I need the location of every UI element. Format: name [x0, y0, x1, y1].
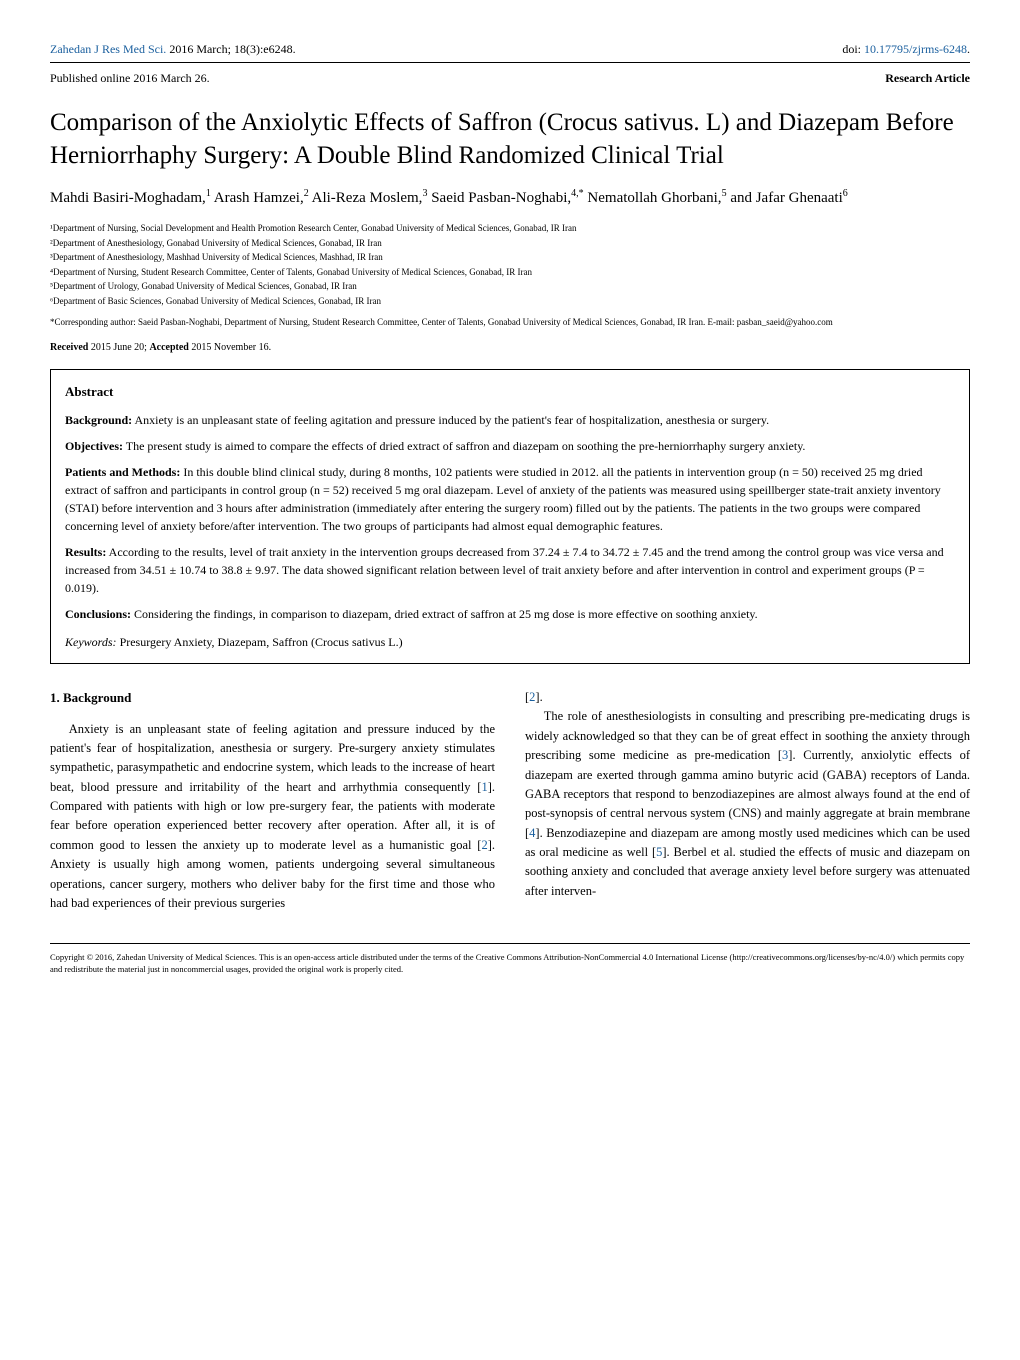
section-1-para-1: Anxiety is an unpleasant state of feelin… — [50, 720, 495, 914]
abstract-background: Background: Anxiety is an unpleasant sta… — [65, 411, 955, 429]
author-6-sup: 6 — [843, 188, 848, 199]
affiliation-4: ⁴Department of Nursing, Student Research… — [50, 266, 970, 280]
article-title: Comparison of the Anxiolytic Effects of … — [50, 107, 970, 172]
keywords-label: Keywords: — [65, 635, 117, 649]
methods-label: Patients and Methods: — [65, 465, 180, 479]
header-row: Zahedan J Res Med Sci. 2016 March; 18(3)… — [50, 40, 970, 58]
doi-container: doi: 10.17795/zjrms-6248. — [842, 40, 970, 58]
conclusions-text: Considering the findings, in comparison … — [131, 607, 758, 621]
keywords: Keywords: Presurgery Anxiety, Diazepam, … — [65, 633, 955, 651]
journal-name: Zahedan J Res Med Sci. — [50, 42, 166, 56]
right-column: [2]. The role of anesthesiologists in co… — [525, 688, 970, 913]
objectives-label: Objectives: — [65, 439, 123, 453]
keywords-text: Presurgery Anxiety, Diazepam, Saffron (C… — [117, 635, 403, 649]
affiliation-5: ⁵Department of Urology, Gonabad Universi… — [50, 280, 970, 294]
section-1-heading: 1. Background — [50, 688, 495, 708]
dates: Received 2015 June 20; Accepted 2015 Nov… — [50, 340, 970, 355]
author-4: Saeid Pasban-Noghabi, — [427, 190, 571, 206]
affiliation-1: ¹Department of Nursing, Social Developme… — [50, 222, 970, 236]
s1p1a: Anxiety is an unpleasant state of feelin… — [50, 722, 495, 794]
section-1-col2-p2: The role of anesthesiologists in consult… — [525, 707, 970, 901]
left-column: 1. Background Anxiety is an unpleasant s… — [50, 688, 495, 913]
author-2: Arash Hamzei, — [211, 190, 304, 206]
corresponding-author: *Corresponding author: Saeid Pasban-Nogh… — [50, 316, 970, 330]
authors-list: Mahdi Basiri-Moghadam,1 Arash Hamzei,2 A… — [50, 186, 970, 210]
background-text: Anxiety is an unpleasant state of feelin… — [132, 413, 769, 427]
doi-label: doi: — [842, 42, 864, 56]
received-label: Received — [50, 342, 88, 353]
abstract-results: Results: According to the results, level… — [65, 543, 955, 597]
accepted-label: Accepted — [149, 342, 188, 353]
doi-link[interactable]: 10.17795/zjrms-6248 — [864, 42, 967, 56]
affiliations: ¹Department of Nursing, Social Developme… — [50, 222, 970, 308]
methods-text: In this double blind clinical study, dur… — [65, 465, 941, 533]
abstract-objectives: Objectives: The present study is aimed t… — [65, 437, 955, 455]
accepted-date: 2015 November 16. — [189, 342, 271, 353]
doi-suffix: . — [967, 42, 970, 56]
article-type: Research Article — [885, 69, 970, 87]
author-6: and Jafar Ghenaati — [727, 190, 843, 206]
author-3: Ali-Reza Moslem, — [309, 190, 423, 206]
abstract-heading: Abstract — [65, 382, 955, 402]
background-label: Background: — [65, 413, 132, 427]
abstract-box: Abstract Background: Anxiety is an unple… — [50, 369, 970, 665]
citation-text: 2016 March; 18(3):e6248. — [166, 42, 295, 56]
published-date: Published online 2016 March 26. — [50, 69, 210, 87]
abstract-methods: Patients and Methods: In this double bli… — [65, 463, 955, 535]
received-date: 2015 June 20; — [88, 342, 149, 353]
author-4-sup: 4,* — [571, 188, 584, 199]
results-label: Results: — [65, 545, 106, 559]
affiliation-6: ⁶Department of Basic Sciences, Gonabad U… — [50, 295, 970, 309]
copyright-notice: Copyright © 2016, Zahedan University of … — [50, 943, 970, 976]
subheader-row: Published online 2016 March 26. Research… — [50, 62, 970, 87]
author-5: Nematollah Ghorbani, — [584, 190, 722, 206]
section-1-col2-p1: [2]. — [525, 688, 970, 707]
conclusions-label: Conclusions: — [65, 607, 131, 621]
journal-citation: Zahedan J Res Med Sci. 2016 March; 18(3)… — [50, 40, 296, 58]
results-text: According to the results, level of trait… — [65, 545, 944, 595]
abstract-conclusions: Conclusions: Considering the findings, i… — [65, 605, 955, 623]
author-1: Mahdi Basiri-Moghadam, — [50, 190, 206, 206]
objectives-text: The present study is aimed to compare th… — [123, 439, 805, 453]
body-columns: 1. Background Anxiety is an unpleasant s… — [50, 688, 970, 913]
affiliation-3: ³Department of Anesthesiology, Mashhad U… — [50, 251, 970, 265]
affiliation-2: ²Department of Anesthesiology, Gonabad U… — [50, 237, 970, 251]
s1c2p1b: ]. — [535, 690, 542, 704]
